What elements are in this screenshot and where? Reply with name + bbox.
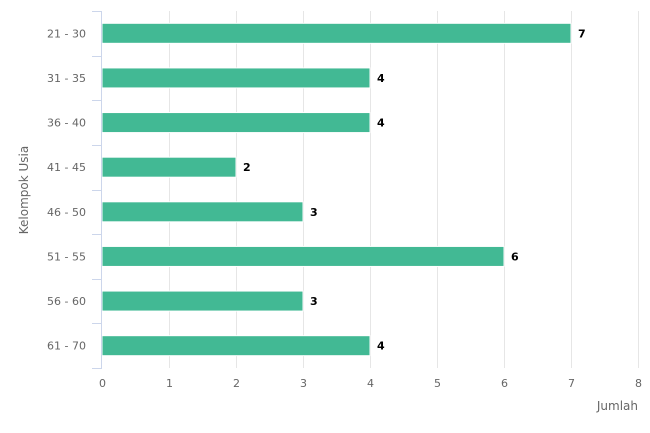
data-label: 7	[578, 27, 586, 40]
data-label: 3	[310, 295, 318, 308]
bars: 7 4 4 2 3 6 3 4	[101, 22, 586, 357]
x-tick-label: 7	[568, 377, 575, 390]
bar	[101, 245, 505, 267]
category-label: 41 - 45	[47, 161, 86, 174]
x-tick-label: 5	[434, 377, 441, 390]
data-label: 3	[310, 206, 318, 219]
axes: 0 1 2 3 4 5 6 7 8 21 - 30 31 - 35 36 - 40 41 - 45 46 …	[47, 11, 642, 390]
category-label: 56 - 60	[47, 295, 86, 308]
bar	[101, 67, 371, 89]
x-tick-label: 0	[99, 377, 106, 390]
category-label: 36 - 40	[47, 117, 86, 130]
bar	[101, 290, 304, 312]
x-tick-label: 4	[367, 377, 374, 390]
data-label: 4	[377, 72, 385, 85]
data-label: 4	[377, 117, 385, 130]
bar	[101, 156, 237, 178]
bar	[101, 22, 572, 44]
bar	[101, 112, 371, 134]
data-label: 4	[377, 340, 385, 353]
x-tick-label: 3	[300, 377, 307, 390]
category-label: 51 - 55	[47, 250, 86, 263]
x-tick-label: 8	[635, 377, 642, 390]
category-label: 46 - 50	[47, 206, 86, 219]
bar	[101, 335, 371, 357]
data-label: 6	[511, 250, 519, 263]
data-label: 2	[243, 161, 251, 174]
bar	[101, 201, 304, 223]
category-label: 31 - 35	[47, 72, 86, 85]
category-label: 21 - 30	[47, 27, 86, 40]
x-axis-title: Jumlah	[596, 399, 638, 413]
x-tick-label: 6	[501, 377, 508, 390]
x-tick-label: 1	[166, 377, 173, 390]
x-tick-label: 2	[233, 377, 240, 390]
grid-lines	[169, 11, 639, 368]
y-axis-title: Kelompok Usia	[17, 146, 31, 234]
category-label: 61 - 70	[47, 340, 86, 353]
